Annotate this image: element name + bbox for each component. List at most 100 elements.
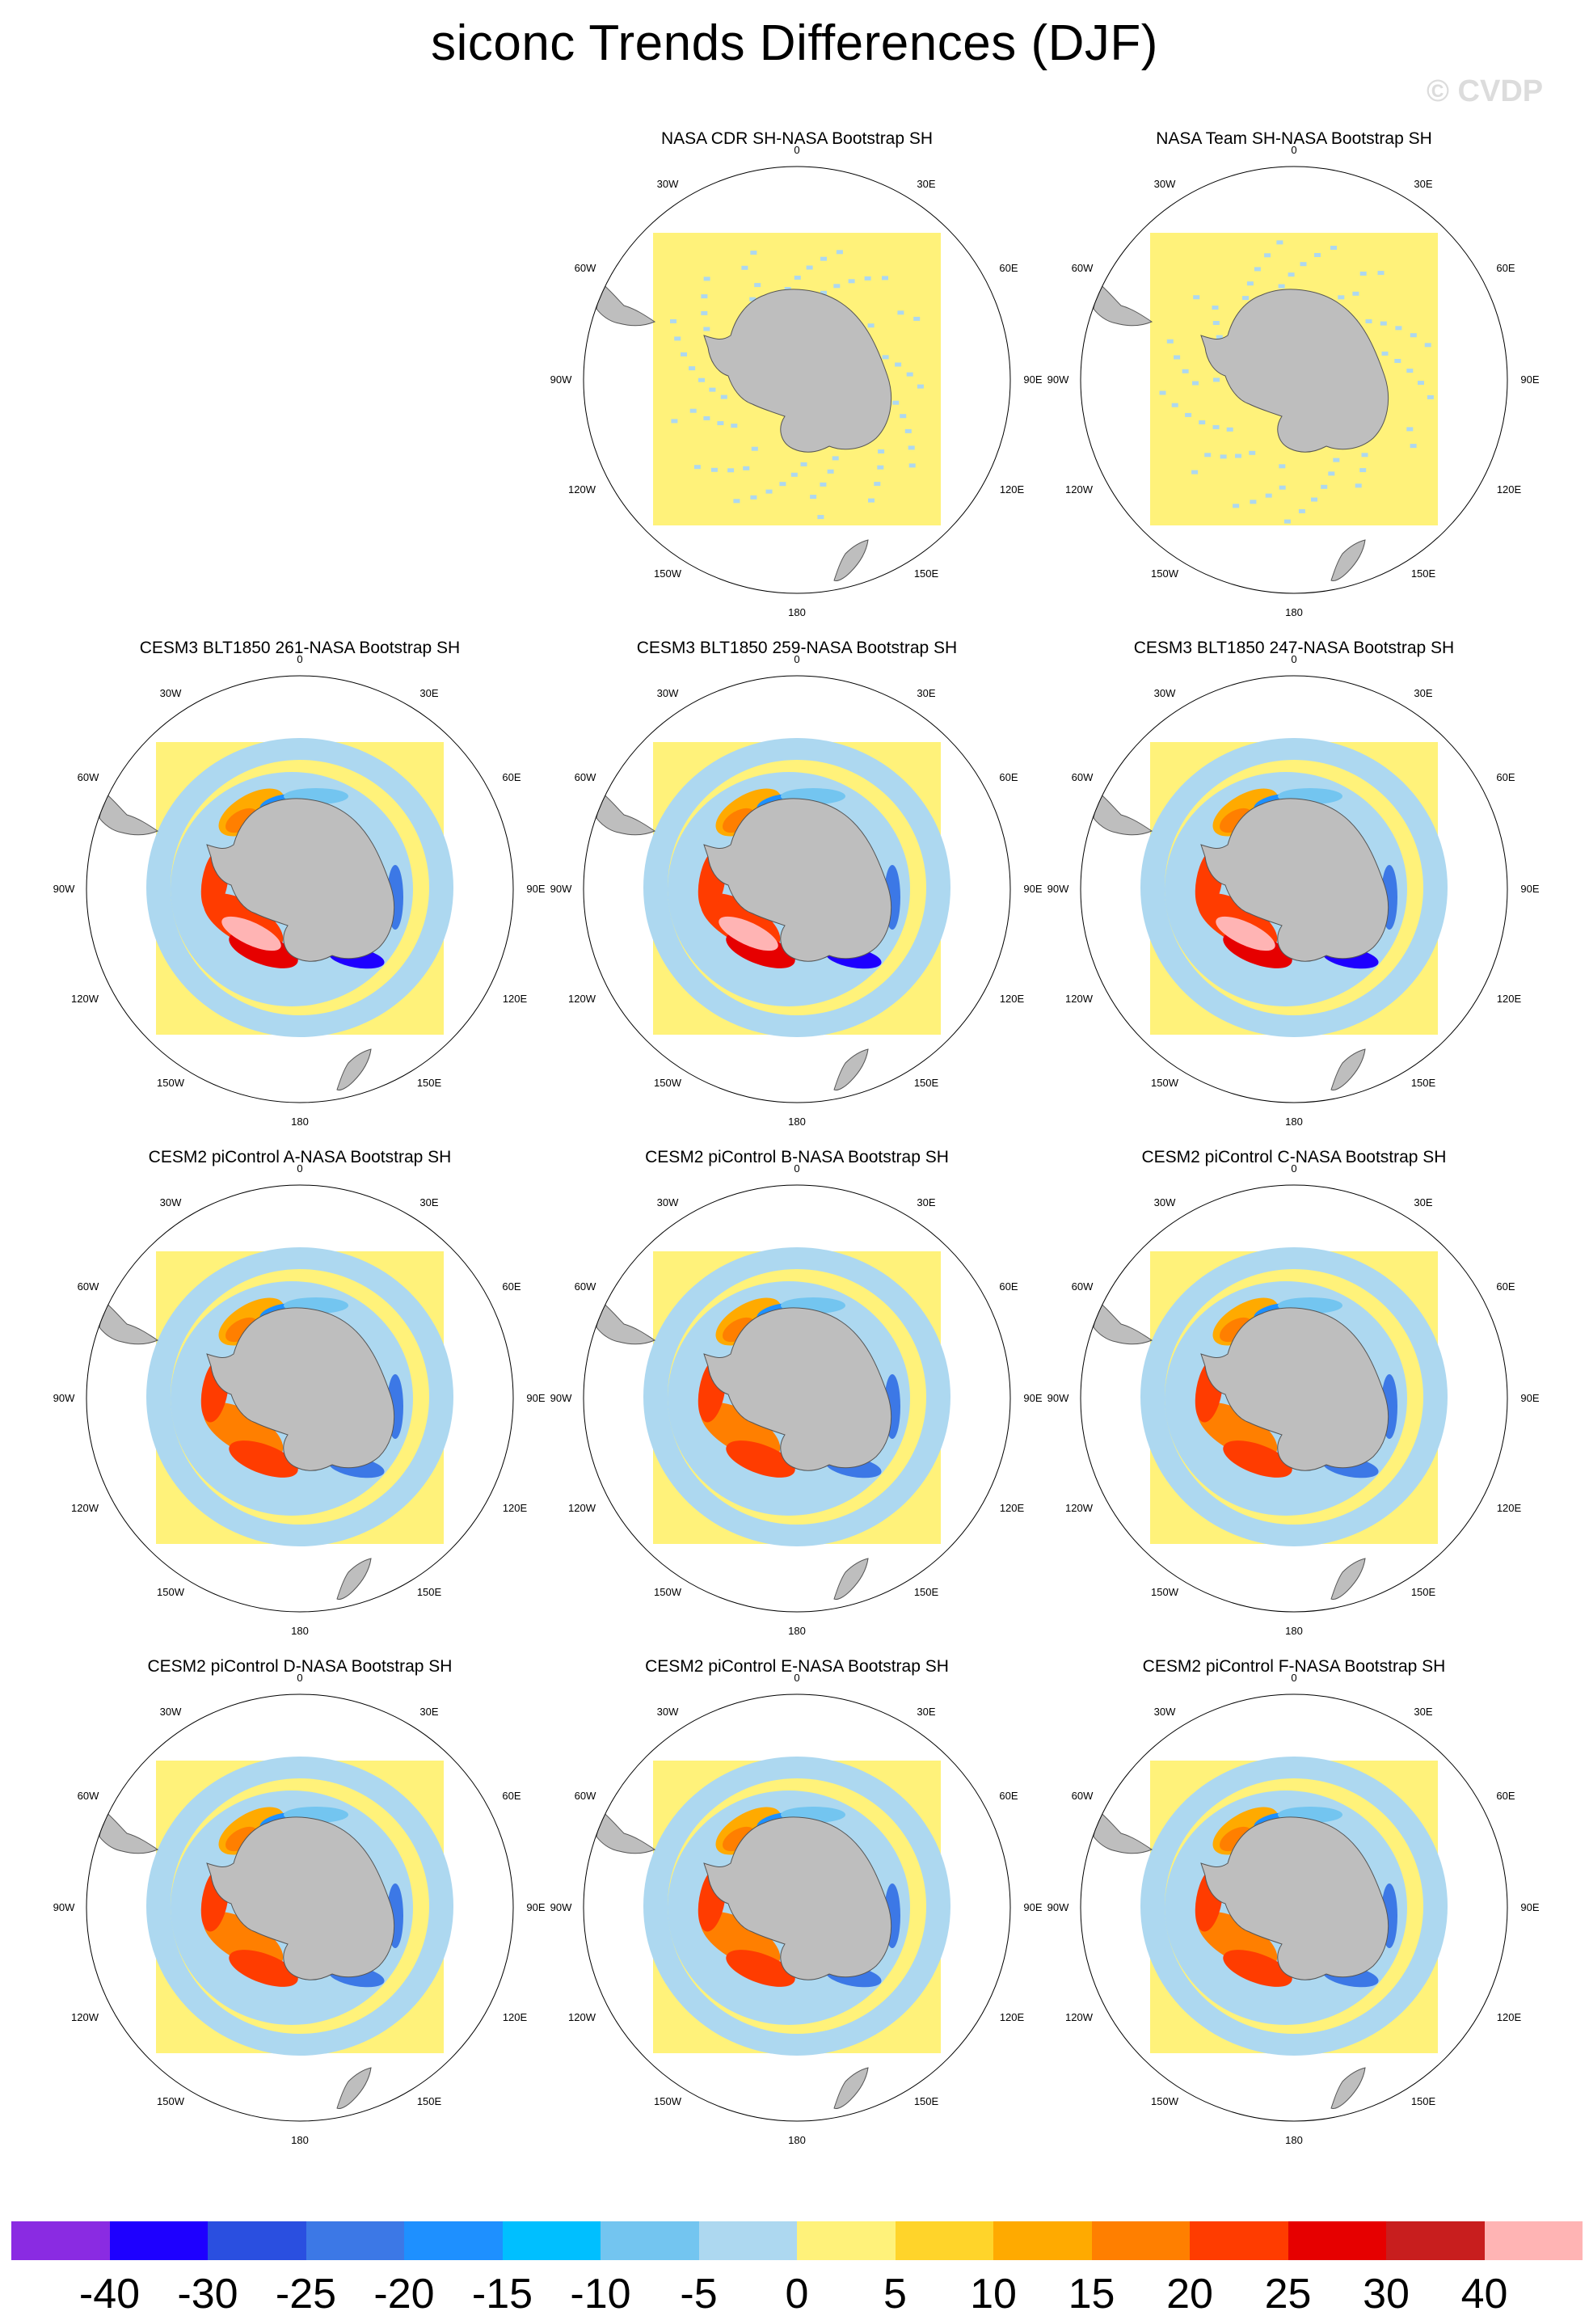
lon-label-120w: 120W	[71, 993, 99, 1005]
map-boundary	[86, 1184, 514, 1613]
colorbar-box	[601, 2221, 699, 2260]
colorbar-box	[1484, 2221, 1583, 2260]
lon-label-150w: 150W	[157, 1586, 185, 1598]
lon-label-60e: 60E	[502, 771, 521, 783]
lon-label-120w: 120W	[568, 993, 596, 1005]
panel-title: CESM2 piControl D-NASA Bootstrap SH	[147, 1657, 453, 1676]
antarctica-landmass	[1200, 798, 1389, 962]
lon-label-30e: 30E	[917, 687, 935, 699]
south-america-landmass	[99, 791, 159, 836]
lon-label-150w: 150W	[654, 567, 682, 580]
lon-label-30e: 30E	[1414, 178, 1432, 190]
lon-label-90e: 90E	[1023, 1392, 1042, 1404]
lon-label-150w: 150W	[157, 1077, 185, 1089]
new-zealand-landmass	[1330, 1558, 1366, 1600]
map-boundary	[583, 675, 1011, 1103]
lon-label-150e: 150E	[1411, 2095, 1436, 2107]
colorbar-tick-label: 30	[1363, 2271, 1410, 2318]
colorbar-box	[109, 2221, 208, 2260]
polar-map-panel: 0 180 30W 30E 60W 60E 90W 90E 120W 120E 150W 150E	[53, 1672, 546, 2146]
lon-label-60w: 60W	[575, 1790, 596, 1802]
panel-title: CESM2 piControl A-NASA Bootstrap SH	[148, 1148, 452, 1166]
lon-label-120e: 120E	[1497, 483, 1522, 496]
lon-label-90w: 90W	[550, 883, 572, 895]
lon-label-150w: 150W	[1151, 1586, 1179, 1598]
lon-label-bottom: 180	[291, 2134, 309, 2146]
south-america-landmass	[1093, 791, 1153, 836]
lon-label-90e: 90E	[1023, 373, 1042, 386]
lon-label-60e: 60E	[999, 771, 1018, 783]
lon-label-150w: 150W	[654, 1077, 682, 1089]
lon-label-150w: 150W	[654, 2095, 682, 2107]
colorbar-tick-label: -20	[373, 2271, 435, 2318]
new-zealand-landmass	[1330, 1048, 1366, 1090]
lon-label-top: 0	[297, 1162, 302, 1175]
panel-title: CESM2 piControl F-NASA Bootstrap SH	[1142, 1657, 1446, 1676]
new-zealand-landmass	[833, 2067, 869, 2109]
panel-title: CESM3 BLT1850 259-NASA Bootstrap SH	[636, 639, 958, 657]
map-boundary	[583, 1184, 1011, 1613]
colorbar-tick-label: 25	[1264, 2271, 1312, 2318]
colorbar-tick-label: -10	[570, 2271, 631, 2318]
lon-label-30e: 30E	[917, 1706, 935, 1718]
lon-label-60e: 60E	[1496, 1280, 1515, 1293]
colorbar-box	[1190, 2221, 1288, 2260]
lon-label-60w: 60W	[575, 1280, 596, 1293]
positive-anomaly	[726, 1440, 795, 1478]
lon-label-120e: 120E	[1497, 1502, 1522, 1514]
lon-label-30w: 30W	[160, 687, 182, 699]
new-zealand-landmass	[833, 1558, 869, 1600]
antarctica-landmass	[1200, 289, 1389, 453]
south-america-landmass	[1093, 1301, 1153, 1345]
colorbar-tick-label: 0	[785, 2271, 809, 2318]
south-america-landmass	[99, 1810, 159, 1854]
lon-label-bottom: 180	[788, 1116, 806, 1128]
lon-label-120e: 120E	[1497, 993, 1522, 1005]
antarctica-landmass	[1200, 1307, 1389, 1471]
south-america-landmass	[596, 1810, 656, 1854]
colorbar-box	[1288, 2221, 1386, 2260]
lon-label-150w: 150W	[1151, 1077, 1179, 1089]
lon-label-90e: 90E	[526, 883, 545, 895]
antarctica-landmass	[703, 1307, 892, 1471]
lon-label-120w: 120W	[71, 2011, 99, 2023]
lon-label-90w: 90W	[1047, 373, 1069, 386]
lon-label-90e: 90E	[1520, 1901, 1539, 1913]
lon-label-120e: 120E	[503, 2011, 528, 2023]
map-boundary	[583, 1693, 1011, 2122]
lon-label-120w: 120W	[1065, 2011, 1094, 2023]
lon-label-120w: 120W	[1065, 483, 1094, 496]
polar-map-panel: 0 180 30W 30E 60W 60E 90W 90E 120W 120E 150W 150E	[550, 1162, 1043, 1637]
lon-label-60w: 60W	[1072, 1790, 1094, 1802]
lon-label-90w: 90W	[550, 1901, 572, 1913]
lon-label-top: 0	[297, 1672, 302, 1684]
lon-label-150w: 150W	[1151, 2095, 1179, 2107]
lon-label-bottom: 180	[1285, 2134, 1303, 2146]
map-boundary	[86, 675, 514, 1103]
panel-title: NASA Team SH-NASA Bootstrap SH	[1156, 129, 1432, 148]
lon-label-150e: 150E	[1411, 1586, 1436, 1598]
map-boundary	[1080, 1184, 1508, 1613]
new-zealand-landmass	[833, 539, 869, 581]
lon-label-120e: 120E	[1000, 993, 1025, 1005]
colorbar-tick-label: -25	[275, 2271, 337, 2318]
lon-label-120e: 120E	[503, 1502, 528, 1514]
antarctica-landmass	[703, 798, 892, 962]
colorbar	[11, 2221, 1583, 2260]
colorbar-tick-label: 20	[1166, 2271, 1213, 2318]
lon-label-60w: 60W	[78, 1790, 99, 1802]
map-boundary	[583, 166, 1011, 594]
lon-label-top: 0	[1291, 1672, 1296, 1684]
lon-label-bottom: 180	[788, 2134, 806, 2146]
lon-label-60e: 60E	[502, 1790, 521, 1802]
polar-map-panel: 0 180 30W 30E 60W 60E 90W 90E 120W 120E 150W 150E	[550, 653, 1043, 1128]
antarctica-landmass	[206, 798, 395, 962]
lon-label-90w: 90W	[53, 883, 75, 895]
panel-title: CESM2 piControl E-NASA Bootstrap SH	[645, 1657, 949, 1676]
polar-map-panel: 0 180 30W 30E 60W 60E 90W 90E 120W 120E 150W 150E	[1047, 144, 1540, 618]
colorbar-box	[1386, 2221, 1485, 2260]
lon-label-60w: 60W	[78, 1280, 99, 1293]
lon-label-120e: 120E	[1000, 2011, 1025, 2023]
lon-label-120e: 120E	[1000, 483, 1025, 496]
positive-anomaly	[726, 1950, 795, 1987]
